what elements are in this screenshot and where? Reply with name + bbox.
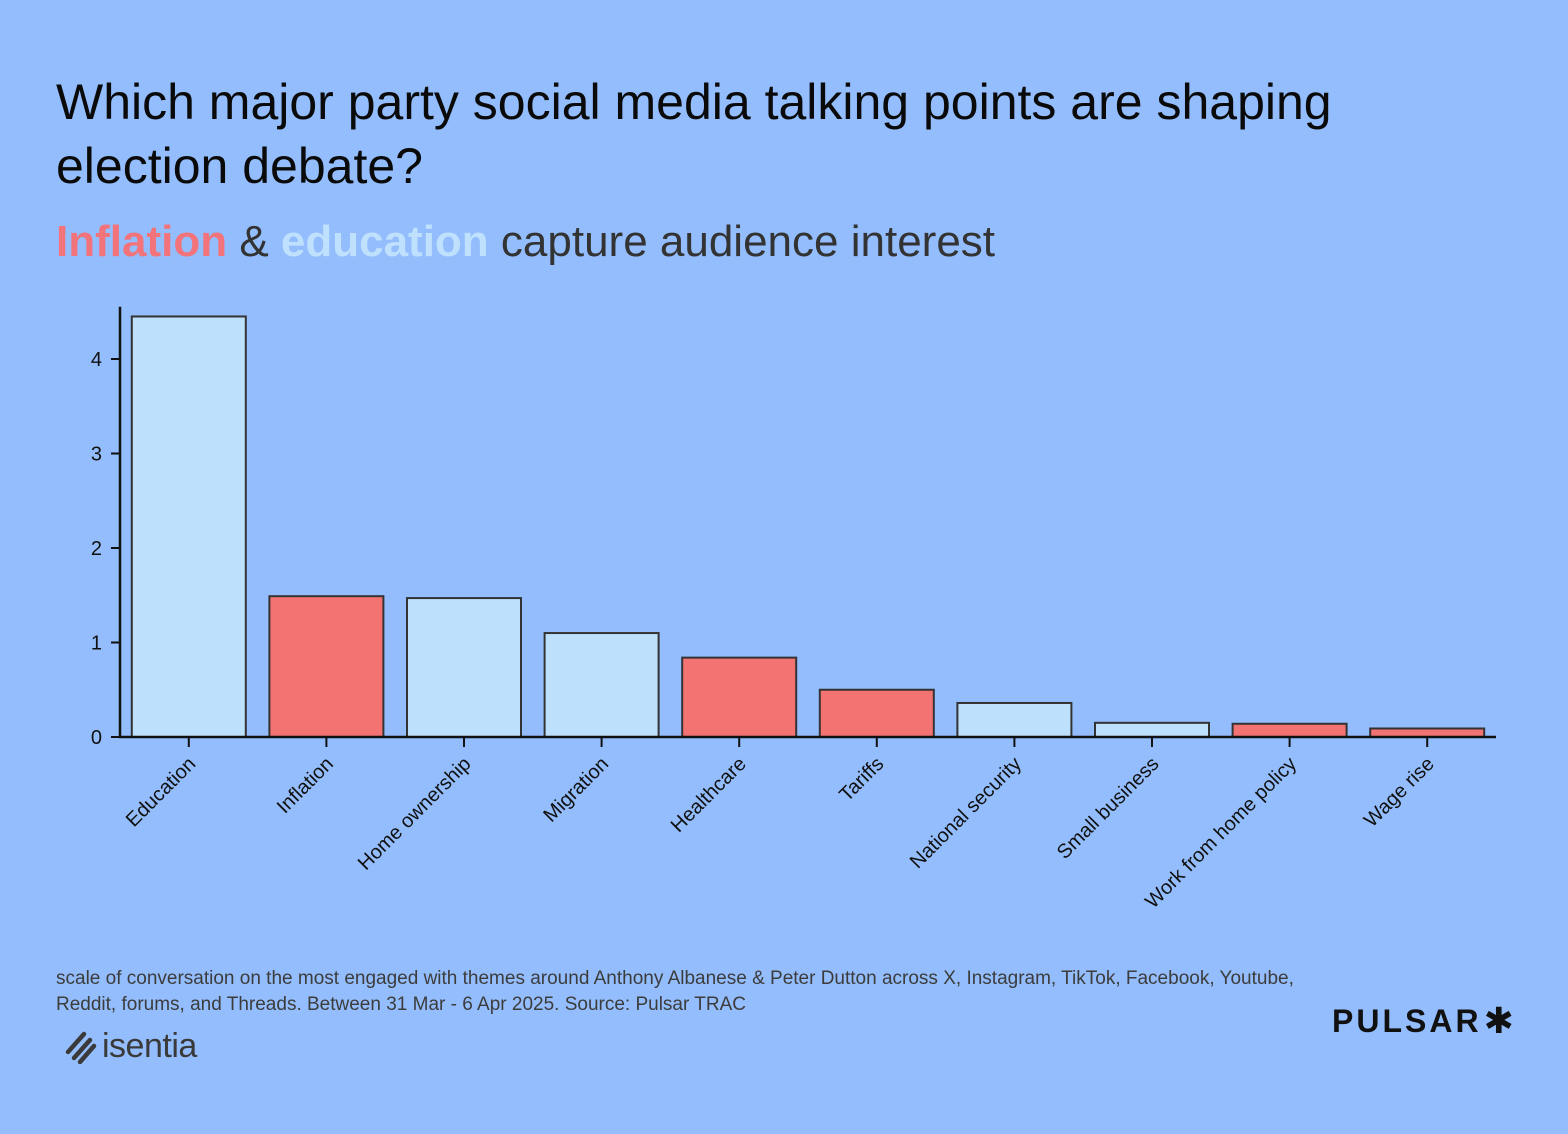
asterisk-icon: ✱ bbox=[1483, 1000, 1514, 1041]
x-tick-label: Migration bbox=[539, 753, 613, 827]
source-footnote: scale of conversation on the most engage… bbox=[56, 968, 1294, 1015]
x-tick-label: Education bbox=[122, 753, 200, 831]
x-tick-label: Small business bbox=[1053, 753, 1164, 864]
isentia-logo: isentia bbox=[64, 1024, 197, 1068]
subtitle-ampersand: & bbox=[227, 217, 281, 266]
subtitle-inflation-highlight: Inflation bbox=[56, 217, 228, 266]
bar bbox=[1231, 722, 1348, 739]
y-tick-label: 0 bbox=[91, 727, 102, 749]
bar bbox=[543, 632, 660, 738]
bar-chart: 0 1 2 3 4 Education Inflation Home ownership Mig… bbox=[91, 306, 1496, 913]
bar bbox=[1094, 721, 1210, 739]
bar bbox=[268, 595, 385, 738]
isentia-mark-icon bbox=[65, 1031, 97, 1064]
subtitle-rest: capture audience interest bbox=[488, 217, 996, 266]
y-tick-label: 1 bbox=[91, 633, 102, 655]
bar bbox=[406, 597, 522, 739]
x-tick-label: Home ownership bbox=[354, 753, 476, 875]
x-tick-label: National security bbox=[906, 753, 1026, 873]
subtitle-education-highlight: education bbox=[280, 217, 489, 266]
x-tick-label: Work from home policy bbox=[1141, 753, 1301, 913]
isentia-wordmark: isentia bbox=[102, 1026, 197, 1065]
x-tick-label: Tariffs bbox=[835, 753, 888, 806]
x-tick-label: Inflation bbox=[273, 753, 338, 818]
bar bbox=[818, 688, 935, 738]
bar bbox=[130, 315, 247, 738]
bar bbox=[1369, 727, 1486, 738]
x-tick-label: Wage rise bbox=[1360, 753, 1439, 832]
pulsar-logo: PULSAR ✱ bbox=[1332, 1000, 1514, 1042]
y-tick-label: 4 bbox=[91, 349, 102, 371]
bar bbox=[956, 701, 1073, 738]
y-tick-label: 2 bbox=[91, 538, 102, 560]
x-tick-label: Healthcare bbox=[667, 753, 751, 837]
pulsar-wordmark: PULSAR bbox=[1332, 1002, 1482, 1039]
y-tick-label: 3 bbox=[91, 444, 102, 466]
chart-subtitle: Inflation & education capture audience i… bbox=[56, 214, 1516, 270]
chart-title: Which major party social media talking p… bbox=[56, 74, 1332, 194]
bar bbox=[681, 656, 798, 738]
